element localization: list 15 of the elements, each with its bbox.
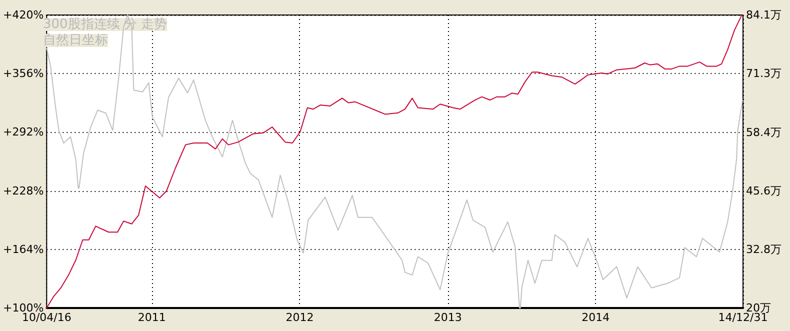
y2-tick-label: 32.8万 bbox=[746, 242, 782, 256]
y-tick-label: +164% bbox=[2, 242, 44, 256]
x-tick-label: 2011 bbox=[138, 311, 166, 324]
x-tick-label: 2012 bbox=[286, 311, 314, 324]
x-tick-label: 2014 bbox=[582, 311, 610, 324]
line-series bbox=[46, 14, 744, 308]
y-tick-label: +356% bbox=[2, 67, 44, 80]
y-tick-label: +292% bbox=[2, 126, 44, 139]
y2-tick-label: 58.4万 bbox=[746, 126, 782, 139]
x-tick-label: 2013 bbox=[434, 311, 462, 324]
y2-tick-label: 84.1万 bbox=[746, 8, 782, 22]
y-tick-label: +228% bbox=[2, 184, 44, 198]
y2-tick-label: 45.6万 bbox=[746, 184, 782, 198]
y-tick-label: +420% bbox=[2, 8, 44, 22]
y2-tick-label: 71.3万 bbox=[746, 67, 782, 80]
